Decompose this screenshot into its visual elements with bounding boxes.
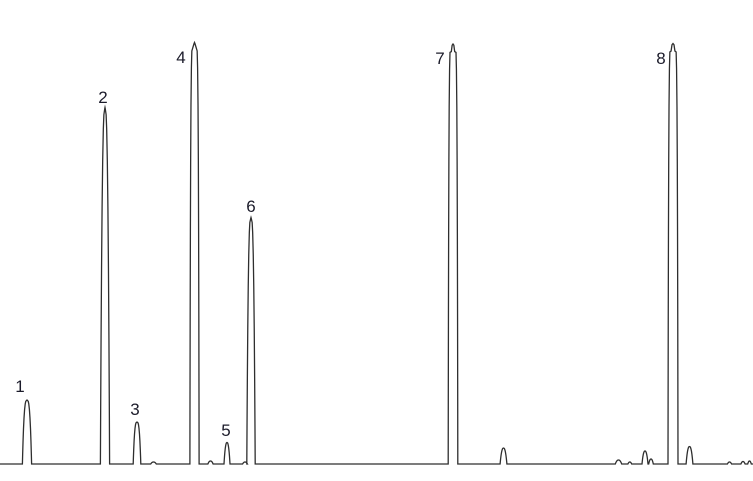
svg-text:4: 4 xyxy=(176,48,185,67)
svg-text:1: 1 xyxy=(15,377,24,396)
svg-text:5: 5 xyxy=(221,421,230,440)
svg-text:2: 2 xyxy=(98,88,107,107)
svg-text:6: 6 xyxy=(246,197,255,216)
svg-text:8: 8 xyxy=(656,49,665,68)
svg-text:3: 3 xyxy=(130,400,139,419)
svg-text:7: 7 xyxy=(435,49,444,68)
